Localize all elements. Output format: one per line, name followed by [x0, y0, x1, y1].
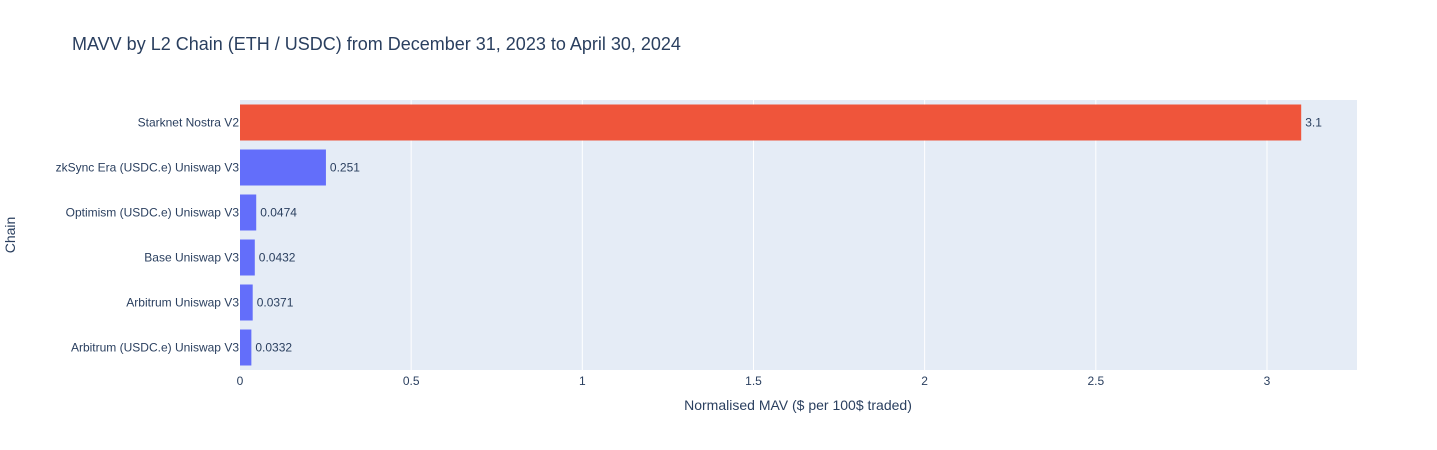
y-tick-label: Starknet Nostra V2 — [138, 116, 240, 130]
y-tick-label: Base Uniswap V3 — [144, 251, 239, 265]
bar[interactable] — [240, 239, 255, 276]
y-tick-label: Arbitrum (USDC.e) Uniswap V3 — [71, 341, 239, 355]
x-tick-label: 3 — [1264, 374, 1271, 388]
bar-value-label: 0.0371 — [257, 296, 294, 310]
bar[interactable] — [240, 329, 252, 366]
x-tick-label: 1.5 — [745, 374, 762, 388]
bar-value-label: 0.0432 — [259, 251, 296, 265]
x-tick-label: 0 — [237, 374, 244, 388]
bar[interactable] — [240, 284, 253, 321]
x-tick-label: 2.5 — [1087, 374, 1104, 388]
bar[interactable] — [240, 149, 326, 186]
y-tick-label: zkSync Era (USDC.e) Uniswap V3 — [56, 161, 240, 175]
bar[interactable] — [240, 104, 1302, 141]
x-tick-label: 1 — [579, 374, 586, 388]
bar-value-label: 0.251 — [330, 161, 360, 175]
y-axis-title: Chain — [2, 217, 18, 254]
plot-area — [240, 100, 1357, 370]
bar-value-label: 0.0332 — [255, 341, 292, 355]
bar[interactable] — [240, 194, 257, 231]
bar-value-label: 0.0474 — [260, 206, 297, 220]
y-tick-label: Optimism (USDC.e) Uniswap V3 — [66, 206, 240, 220]
y-tick-label: Arbitrum Uniswap V3 — [126, 296, 239, 310]
x-tick-label: 2 — [921, 374, 928, 388]
chart-title: MAVV by L2 Chain (ETH / USDC) from Decem… — [72, 34, 681, 54]
x-tick-label: 0.5 — [403, 374, 420, 388]
bar-value-label: 3.1 — [1305, 116, 1322, 130]
x-axis-title: Normalised MAV ($ per 100$ traded) — [684, 397, 912, 413]
